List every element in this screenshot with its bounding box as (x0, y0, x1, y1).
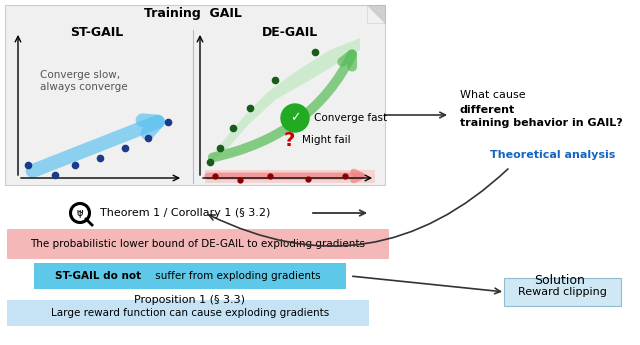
Text: Large reward function can cause exploding gradients: Large reward function can cause explodin… (51, 308, 329, 318)
FancyBboxPatch shape (504, 278, 621, 306)
FancyBboxPatch shape (7, 300, 369, 326)
Text: suffer from exploding gradients: suffer from exploding gradients (152, 271, 321, 281)
FancyArrowPatch shape (33, 120, 158, 171)
Text: What cause: What cause (460, 90, 529, 100)
Text: DE-GAIL: DE-GAIL (262, 27, 318, 39)
FancyArrowPatch shape (208, 172, 362, 180)
Text: Training  GAIL: Training GAIL (144, 8, 242, 20)
Text: Theorem 1 / Corollary 1 (§ 3.2): Theorem 1 / Corollary 1 (§ 3.2) (100, 208, 270, 218)
Circle shape (281, 104, 309, 132)
Text: Solution: Solution (534, 274, 586, 286)
FancyArrowPatch shape (212, 54, 352, 157)
Text: training behavior in GAIL?: training behavior in GAIL? (460, 118, 623, 128)
Text: ✓: ✓ (290, 111, 300, 125)
FancyBboxPatch shape (7, 229, 389, 259)
Text: Theoretical analysis: Theoretical analysis (490, 150, 616, 160)
Polygon shape (367, 5, 385, 23)
Polygon shape (205, 170, 375, 183)
Text: ψ: ψ (77, 208, 83, 218)
Text: Converge slow,
always converge: Converge slow, always converge (40, 70, 127, 92)
Circle shape (71, 204, 89, 222)
Text: ST-GAIL: ST-GAIL (70, 27, 124, 39)
Polygon shape (367, 5, 385, 23)
Text: ?: ? (284, 130, 294, 149)
Text: Reward clipping: Reward clipping (518, 287, 607, 297)
Text: different: different (460, 105, 515, 115)
FancyBboxPatch shape (5, 5, 385, 185)
Text: The probabilistic lower bound of DE-GAIL to exploding gradients: The probabilistic lower bound of DE-GAIL… (31, 239, 365, 249)
Text: Might fail: Might fail (302, 135, 351, 145)
Text: ST-GAIL do not: ST-GAIL do not (55, 271, 141, 281)
Polygon shape (207, 38, 360, 165)
FancyBboxPatch shape (34, 263, 346, 289)
Text: Converge fast: Converge fast (314, 113, 387, 123)
Text: ~: ~ (77, 208, 83, 217)
Text: Proposition 1 (§ 3.3): Proposition 1 (§ 3.3) (134, 295, 246, 305)
